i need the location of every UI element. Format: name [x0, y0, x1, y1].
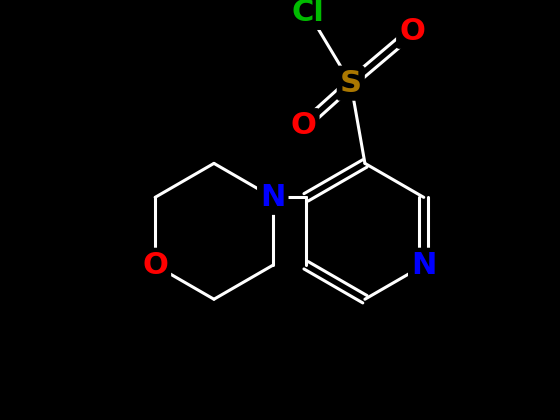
Text: S: S: [340, 69, 362, 98]
Text: O: O: [142, 251, 168, 280]
Text: Cl: Cl: [292, 0, 325, 27]
Text: N: N: [411, 251, 436, 280]
Text: N: N: [260, 183, 286, 212]
Text: O: O: [399, 17, 425, 46]
Text: O: O: [291, 111, 316, 140]
